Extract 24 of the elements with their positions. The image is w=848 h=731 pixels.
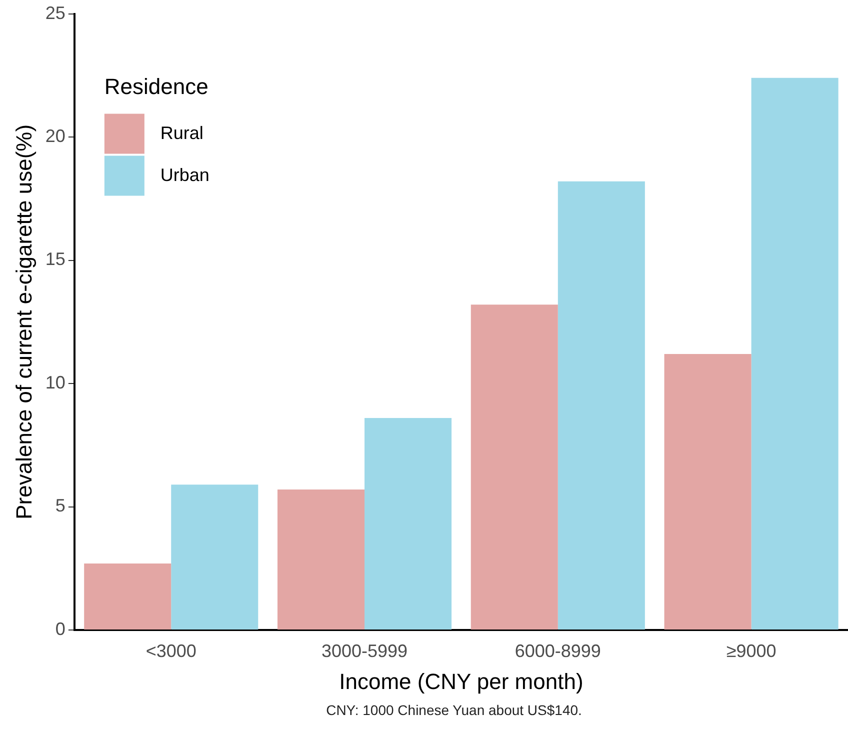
legend-label: Urban [160,164,210,185]
bar [84,563,172,630]
x-axis-title: Income (CNY per month) [339,668,584,694]
bar [558,181,645,630]
y-tick-label: 20 [45,126,66,146]
y-tick-label: 15 [45,249,66,270]
x-tick-label: 3000-5999 [321,640,408,661]
text: CNY: 1000 Chinese Yuan about US$140. [325,702,583,718]
y-tick-label: 10 [45,372,66,392]
bar [277,490,365,630]
x-tick-label: 6000-8999 [514,640,601,661]
bar [171,484,258,630]
y-axis-title: Prevalence of current e-cigarette use(%) [11,124,36,520]
legend-title: Residence [104,74,208,99]
y-tick-label: 25 [45,2,66,23]
bar [470,304,558,630]
bar [364,418,452,630]
legend-label: Rural [160,122,204,143]
y-tick-label: 5 [55,496,66,516]
y-tick-label: 0 [55,618,66,639]
x-tick-label: ≥9000 [726,640,776,661]
bar [751,78,838,630]
x-tick-label: <3000 [146,640,196,661]
bar [664,354,752,630]
